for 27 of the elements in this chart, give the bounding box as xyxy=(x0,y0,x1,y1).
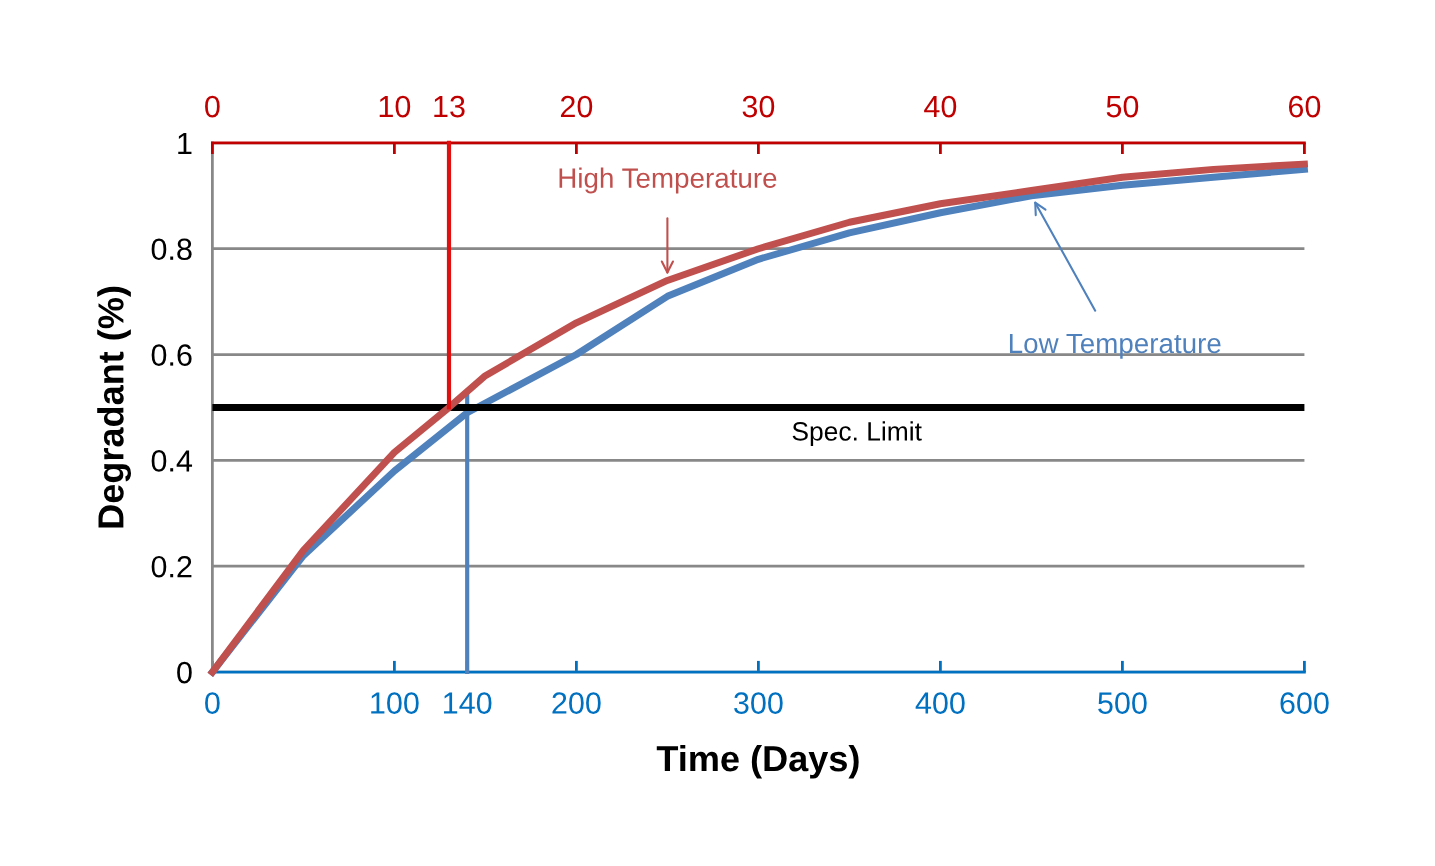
text: Low Temperature xyxy=(1009,333,1221,359)
x2-tick-label: 13 xyxy=(434,95,465,118)
ref-line-label: Spec. Limit xyxy=(792,421,922,446)
x2-tick-label: 20 xyxy=(560,95,593,118)
x2-tick-label: 60 xyxy=(1288,95,1321,118)
y-tick-label: 0.8 xyxy=(151,238,192,261)
x2-tick-label: 40 xyxy=(924,95,957,118)
x-tick-label: 400 xyxy=(915,692,965,714)
x-tick-label: 140 xyxy=(444,692,492,714)
x2-tick-label: 10 xyxy=(379,95,411,118)
x-tick-label: 200 xyxy=(552,692,601,714)
x2-tick-label: 50 xyxy=(1106,95,1139,118)
x-tick-label: 500 xyxy=(1098,692,1147,714)
x-tick-label: 300 xyxy=(734,692,783,714)
y-axis-title: Degradant (%) xyxy=(97,286,132,528)
x-tick-label: 100 xyxy=(371,692,419,714)
x-tick-label: 600 xyxy=(1280,692,1329,714)
x2-tick-label: 30 xyxy=(742,95,775,118)
x2-tick-label: 0 xyxy=(205,95,220,118)
y-tick-label: 0.2 xyxy=(151,555,192,578)
y-tick-label: 1 xyxy=(178,132,192,154)
y-tick-label: 0.6 xyxy=(151,344,192,366)
x-axis-title: Time (Days) xyxy=(656,744,859,779)
y-tick-label: 0 xyxy=(177,661,192,684)
y-tick-label: 0.4 xyxy=(151,450,193,472)
series-label: High Temperature xyxy=(559,167,777,194)
x-tick-label: 0 xyxy=(205,692,220,714)
